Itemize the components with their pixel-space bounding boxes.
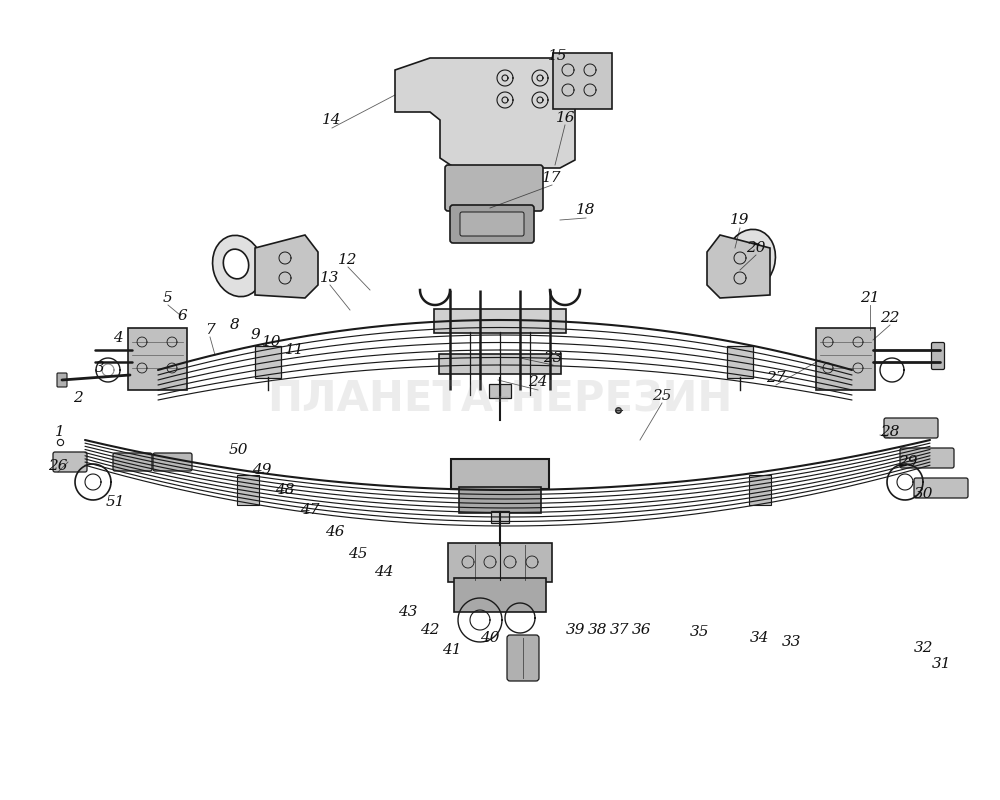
Text: 44: 44 — [374, 565, 394, 579]
FancyBboxPatch shape — [491, 511, 509, 523]
Text: 20: 20 — [746, 241, 766, 255]
FancyBboxPatch shape — [53, 452, 87, 472]
Text: 25: 25 — [652, 389, 672, 403]
Text: 5: 5 — [163, 291, 173, 305]
Text: 29: 29 — [898, 455, 918, 469]
Text: 9: 9 — [250, 328, 260, 342]
Ellipse shape — [223, 249, 249, 279]
Ellipse shape — [739, 243, 765, 273]
FancyBboxPatch shape — [727, 346, 753, 378]
Polygon shape — [395, 58, 575, 168]
Text: 4: 4 — [113, 331, 123, 345]
Text: 16: 16 — [556, 111, 576, 125]
Text: 2: 2 — [73, 391, 83, 405]
Text: 42: 42 — [420, 623, 440, 637]
Ellipse shape — [725, 230, 775, 290]
FancyBboxPatch shape — [460, 212, 524, 236]
Text: 41: 41 — [442, 643, 462, 657]
Text: 50: 50 — [228, 443, 248, 457]
Text: 14: 14 — [322, 113, 342, 127]
FancyBboxPatch shape — [448, 543, 552, 582]
FancyBboxPatch shape — [932, 342, 944, 370]
Text: 40: 40 — [480, 631, 500, 645]
Text: 12: 12 — [338, 253, 358, 267]
Text: 38: 38 — [588, 623, 608, 637]
FancyBboxPatch shape — [816, 328, 875, 390]
Text: 43: 43 — [398, 605, 418, 619]
Text: 18: 18 — [576, 203, 596, 217]
Text: 19: 19 — [730, 213, 750, 227]
Text: 21: 21 — [860, 291, 880, 305]
FancyBboxPatch shape — [445, 165, 543, 211]
FancyBboxPatch shape — [451, 459, 549, 489]
Text: 10: 10 — [262, 335, 282, 349]
FancyBboxPatch shape — [439, 354, 561, 374]
FancyBboxPatch shape — [57, 373, 67, 387]
Text: 23: 23 — [543, 351, 563, 365]
Text: 36: 36 — [632, 623, 652, 637]
Text: 26: 26 — [48, 459, 68, 473]
Polygon shape — [707, 235, 770, 298]
Text: 48: 48 — [275, 483, 295, 497]
FancyBboxPatch shape — [884, 418, 938, 438]
FancyBboxPatch shape — [255, 346, 281, 378]
Ellipse shape — [213, 235, 263, 297]
Text: 11: 11 — [285, 343, 305, 357]
Text: 47: 47 — [300, 503, 320, 517]
FancyBboxPatch shape — [434, 309, 566, 333]
FancyBboxPatch shape — [113, 453, 152, 471]
Text: 24: 24 — [528, 375, 548, 389]
Text: 33: 33 — [782, 635, 802, 649]
FancyBboxPatch shape — [489, 384, 511, 398]
Text: 1: 1 — [55, 425, 65, 439]
Text: 22: 22 — [880, 311, 900, 325]
FancyBboxPatch shape — [128, 328, 187, 390]
Text: 39: 39 — [566, 623, 586, 637]
Text: 35: 35 — [690, 625, 710, 639]
Text: 8: 8 — [230, 318, 240, 332]
Text: 49: 49 — [252, 463, 272, 477]
Text: 31: 31 — [932, 657, 952, 671]
Text: 6: 6 — [177, 309, 187, 323]
Text: ПЛАНЕТА-НЕРЕЗИН: ПЛАНЕТА-НЕРЕЗИН — [267, 379, 733, 421]
FancyBboxPatch shape — [450, 205, 534, 243]
FancyBboxPatch shape — [914, 478, 968, 498]
Text: 51: 51 — [105, 495, 125, 509]
FancyBboxPatch shape — [237, 475, 259, 505]
FancyBboxPatch shape — [459, 487, 541, 513]
Text: 34: 34 — [750, 631, 770, 645]
Text: 28: 28 — [880, 425, 900, 439]
FancyBboxPatch shape — [900, 448, 954, 468]
Text: 37: 37 — [610, 623, 630, 637]
FancyBboxPatch shape — [507, 635, 539, 681]
Text: 45: 45 — [348, 547, 368, 561]
Text: 15: 15 — [548, 49, 568, 63]
FancyBboxPatch shape — [454, 578, 546, 612]
Text: 46: 46 — [325, 525, 345, 539]
Text: 3: 3 — [95, 361, 105, 375]
FancyBboxPatch shape — [153, 453, 192, 471]
Text: 32: 32 — [914, 641, 934, 655]
FancyBboxPatch shape — [749, 475, 771, 505]
Text: 17: 17 — [542, 171, 562, 185]
Text: 30: 30 — [914, 487, 934, 501]
Polygon shape — [255, 235, 318, 298]
FancyBboxPatch shape — [553, 53, 612, 109]
Text: 13: 13 — [320, 271, 340, 285]
Text: 27: 27 — [766, 371, 786, 385]
Text: 7: 7 — [205, 323, 215, 337]
